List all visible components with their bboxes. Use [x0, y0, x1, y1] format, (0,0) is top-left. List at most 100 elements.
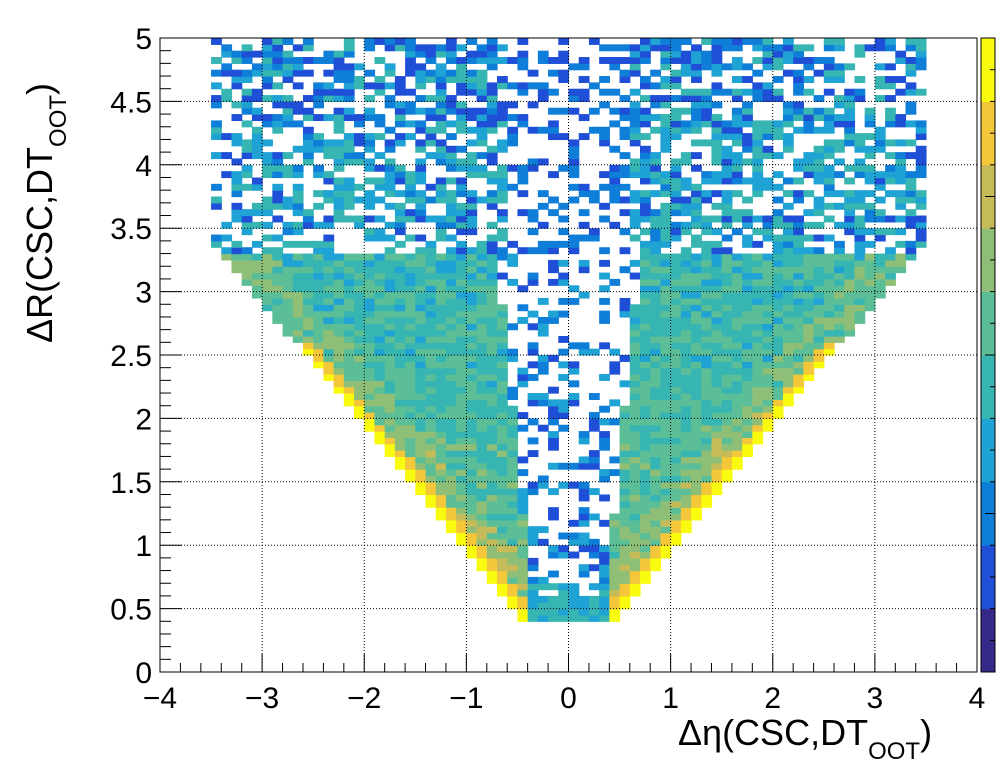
- heatmap-cell: [782, 304, 794, 312]
- heatmap-cell: [650, 374, 662, 381]
- heatmap-cell: [302, 348, 314, 356]
- heatmap-cell: [405, 183, 416, 191]
- heatmap-cell: [476, 545, 488, 553]
- heatmap-cell: [425, 437, 437, 445]
- heatmap-cell: [302, 253, 314, 261]
- heatmap-cell: [915, 126, 927, 134]
- heatmap-cell: [548, 247, 559, 255]
- heatmap-cell: [639, 513, 651, 521]
- heatmap-cell: [915, 57, 927, 64]
- heatmap-cell: [435, 456, 447, 464]
- heatmap-cell: [650, 380, 662, 388]
- heatmap-cell: [476, 424, 488, 432]
- heatmap-cell: [599, 469, 610, 477]
- heatmap-cell: [793, 158, 804, 166]
- heatmap-cell: [497, 481, 508, 489]
- heatmap-cell: [466, 196, 478, 204]
- heatmap-cell: [323, 259, 335, 267]
- heatmap-cell: [435, 114, 447, 122]
- heatmap-cell: [251, 145, 263, 153]
- heatmap-cell: [609, 399, 621, 407]
- heatmap-cell: [915, 158, 927, 166]
- heatmap-cell: [323, 304, 335, 312]
- heatmap-cell: [639, 145, 651, 153]
- heatmap-cell: [844, 107, 856, 115]
- heatmap-cell: [425, 386, 437, 394]
- heatmap-cell: [425, 316, 437, 324]
- heatmap-cell: [466, 88, 478, 96]
- heatmap-cell: [639, 240, 651, 248]
- heatmap-cell: [558, 551, 570, 559]
- heatmap-cell: [701, 240, 713, 248]
- heatmap-cell: [691, 475, 702, 483]
- heatmap-cell: [854, 266, 866, 274]
- heatmap-cell: [711, 437, 723, 445]
- heatmap-cell: [650, 259, 662, 267]
- heatmap-cell: [721, 342, 733, 350]
- heatmap-cell: [670, 361, 682, 369]
- heatmap-cell: [343, 145, 355, 153]
- heatmap-cell: [343, 177, 355, 185]
- heatmap-cell: [384, 171, 396, 179]
- heatmap-cell: [272, 190, 284, 198]
- heatmap-cell: [486, 145, 498, 153]
- heatmap-cell: [578, 63, 590, 71]
- heatmap-cell: [639, 424, 651, 432]
- heatmap-cell: [874, 177, 886, 185]
- heatmap-cell: [619, 462, 631, 470]
- heatmap-cell: [445, 158, 457, 166]
- heatmap-cell: [680, 399, 692, 407]
- heatmap-cell: [343, 133, 355, 141]
- heatmap-cell: [691, 481, 702, 489]
- heatmap-cell: [343, 285, 355, 293]
- heatmap-cell: [670, 424, 682, 432]
- heatmap-cell: [466, 405, 478, 413]
- heatmap-cell: [343, 348, 355, 356]
- heatmap-cell: [885, 44, 896, 52]
- heatmap-cell: [701, 355, 713, 362]
- heatmap-cell: [476, 443, 488, 451]
- heatmap-cell: [721, 374, 733, 381]
- heatmap-cell: [435, 399, 447, 407]
- heatmap-cell: [721, 469, 733, 477]
- heatmap-cell: [588, 462, 600, 470]
- heatmap-cell: [864, 266, 876, 274]
- heatmap-cell: [558, 38, 570, 45]
- heatmap-cell: [772, 412, 784, 419]
- heatmap-cell: [282, 196, 294, 204]
- heatmap-cell: [660, 253, 672, 261]
- heatmap-cell: [885, 120, 896, 128]
- heatmap-cell: [364, 190, 376, 198]
- heatmap-cell: [619, 107, 631, 115]
- heatmap-cell: [680, 228, 692, 236]
- heatmap-cell: [486, 50, 498, 58]
- heatmap-cell: [435, 475, 447, 483]
- heatmap-cell: [885, 253, 896, 261]
- heatmap-cell: [701, 342, 713, 350]
- heatmap-cell: [691, 323, 702, 331]
- heatmap-cell: [364, 304, 376, 312]
- heatmap-cell: [731, 399, 743, 407]
- heatmap-cell: [497, 228, 508, 236]
- heatmap-cell: [486, 545, 498, 553]
- heatmap-cell: [497, 570, 508, 578]
- heatmap-cell: [599, 202, 610, 210]
- heatmap-cell: [354, 215, 365, 223]
- heatmap-cell: [568, 95, 580, 102]
- heatmap-cell: [558, 589, 570, 597]
- heatmap-cell: [415, 348, 427, 356]
- heatmap-cell: [772, 215, 784, 223]
- heatmap-cell: [854, 50, 866, 58]
- heatmap-cell: [701, 386, 713, 394]
- heatmap-cell: [364, 399, 376, 407]
- heatmap-cell: [292, 253, 304, 261]
- heatmap-cell: [742, 342, 753, 350]
- heatmap-cell: [650, 335, 662, 343]
- heatmap-cell: [445, 323, 457, 331]
- heatmap-cell: [507, 259, 519, 267]
- heatmap-cell: [445, 190, 457, 198]
- heatmap-cell: [497, 247, 508, 255]
- heatmap-cell: [333, 323, 345, 331]
- heatmap-cell: [701, 259, 713, 267]
- heatmap-cell: [680, 405, 692, 413]
